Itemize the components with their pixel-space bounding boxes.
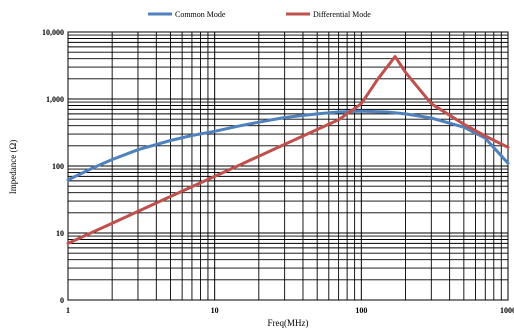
legend-item: Differential Mode bbox=[286, 10, 371, 19]
x-tick-label: 100 bbox=[355, 306, 367, 315]
x-tick-label: 10 bbox=[211, 306, 219, 315]
grid bbox=[67, 31, 509, 301]
y-tick-label: 10,000 bbox=[42, 28, 64, 37]
series-line-differential-mode bbox=[66, 55, 510, 245]
y-tick-label: 10 bbox=[56, 229, 64, 238]
x-tick-label: 1000 bbox=[500, 306, 514, 315]
y-tick-label: 100 bbox=[52, 162, 64, 171]
legend: Common Mode Differential Mode bbox=[148, 10, 371, 19]
tick-labels: 1 10 100 1000 0 10 100 1,000 10,000 bbox=[42, 28, 514, 315]
legend-item: Common Mode bbox=[148, 10, 226, 19]
y-tick-label: 1,000 bbox=[46, 95, 64, 104]
x-axis-label: Freq(MHz) bbox=[268, 318, 309, 328]
legend-label: Common Mode bbox=[175, 10, 226, 19]
y-axis-label: Impedance (Ω) bbox=[8, 140, 18, 194]
y-tick-label: 0 bbox=[60, 296, 64, 305]
x-tick-label: 1 bbox=[66, 306, 70, 315]
series-lines bbox=[66, 55, 510, 245]
legend-label: Differential Mode bbox=[313, 10, 371, 19]
series-line-common-mode bbox=[66, 109, 510, 182]
